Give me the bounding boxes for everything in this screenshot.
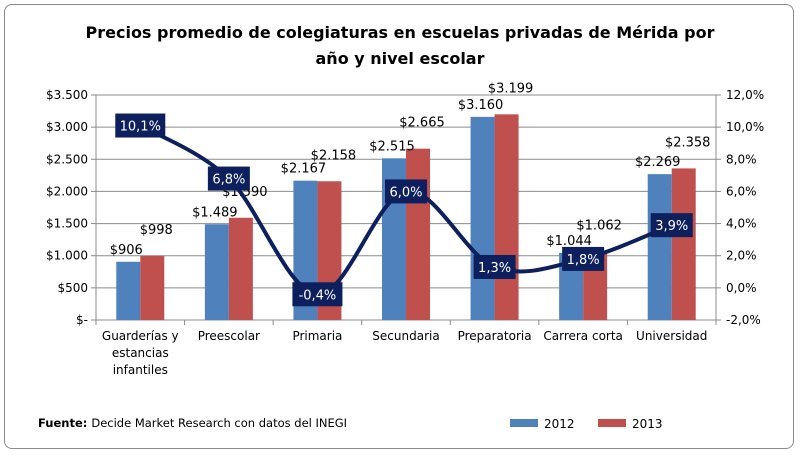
x-tick-label: Primaria	[292, 329, 342, 343]
y2-tick-label: 6,0%	[726, 184, 757, 198]
source-label: Fuente:	[38, 416, 88, 430]
data-label-2013: $1.062	[576, 219, 622, 234]
chart-title: Precios promedio de colegiaturas en escu…	[0, 20, 800, 72]
growth-label: 6,8%	[212, 173, 245, 188]
x-tick-label: Secundaria	[372, 329, 439, 343]
y-tick-label: $2.500	[46, 152, 88, 166]
data-label-2013: $2.158	[311, 148, 357, 163]
y-tick-label: $500	[57, 281, 88, 295]
growth-label-box	[385, 179, 427, 204]
y2-tick-label: 12,0%	[726, 88, 764, 102]
y2-tick-label: 2,0%	[726, 249, 757, 263]
growth-label: 1,3%	[478, 261, 511, 276]
x-tick-label: Preescolar	[198, 329, 260, 343]
data-label-2012: $2.167	[281, 162, 327, 177]
y-tick-label: $1.500	[46, 217, 88, 231]
growth-label-box	[115, 113, 166, 138]
x-tick-label: infantiles	[113, 363, 168, 377]
source-note: Fuente: Decide Market Research con datos …	[38, 416, 347, 430]
bar-2012	[470, 116, 495, 320]
y-tick-label: $3.500	[46, 88, 88, 102]
data-label-2012: $2.515	[369, 139, 415, 154]
x-tick-label: Preparatoria	[458, 329, 532, 343]
growth-label: 3,9%	[655, 219, 688, 234]
legend-label-2012: 2012	[544, 417, 575, 431]
source-text: Decide Market Research con datos del INE…	[91, 416, 348, 430]
bar-2012	[204, 224, 229, 320]
growth-label-box	[292, 282, 343, 307]
data-label-2012: $1.044	[546, 234, 592, 249]
bar-2013	[671, 168, 696, 320]
x-tick-label: estancias	[112, 346, 169, 360]
data-label-2013: $3.199	[488, 81, 534, 96]
y-tick-label: $-	[76, 313, 88, 327]
bar-2012	[116, 261, 141, 320]
y2-tick-label: 10,0%	[726, 120, 764, 134]
x-tick-label: Universidad	[636, 329, 707, 343]
bar-2013	[140, 255, 165, 320]
growth-label-box	[650, 213, 693, 238]
bar-2013	[406, 148, 430, 320]
bar-2012	[647, 174, 672, 320]
growth-label: 6,0%	[389, 185, 422, 200]
data-label-2012: $906	[110, 243, 143, 258]
data-label-2013: $2.665	[399, 116, 445, 131]
growth-label-box	[562, 246, 605, 271]
legend-swatch-2013	[598, 419, 626, 427]
data-label-2012: $1.489	[192, 205, 238, 220]
y2-tick-label: -2,0%	[726, 313, 761, 327]
y2-tick-label: 0,0%	[726, 281, 757, 295]
bar-2013	[228, 217, 253, 320]
growth-label: 1,8%	[567, 253, 600, 268]
title-line-2: año y nivel escolar	[315, 49, 485, 68]
data-label-2013: $998	[140, 223, 173, 238]
data-label-2013: $2.358	[665, 135, 711, 150]
x-tick-label: Carrera corta	[543, 329, 623, 343]
growth-label: 10,1%	[120, 120, 161, 135]
y2-tick-label: 8,0%	[726, 152, 757, 166]
growth-label: -0,4%	[299, 288, 337, 303]
growth-label-box	[207, 166, 250, 191]
title-line-1: Precios promedio de colegiaturas en escu…	[85, 23, 715, 42]
legend-label-2013: 2013	[632, 417, 663, 431]
chart-border	[4, 4, 794, 449]
y-tick-label: $1.000	[46, 249, 88, 263]
y-tick-label: $3.000	[46, 120, 88, 134]
data-label-2012: $2.269	[635, 155, 681, 170]
data-label-2012: $3.160	[458, 98, 504, 113]
legend-swatch-2012	[510, 419, 538, 427]
bar-2013	[494, 114, 519, 320]
x-tick-label: Guarderías y	[102, 329, 179, 343]
y2-tick-label: 4,0%	[726, 217, 757, 231]
y-tick-label: $2.000	[46, 184, 88, 198]
growth-label-box	[473, 254, 516, 279]
